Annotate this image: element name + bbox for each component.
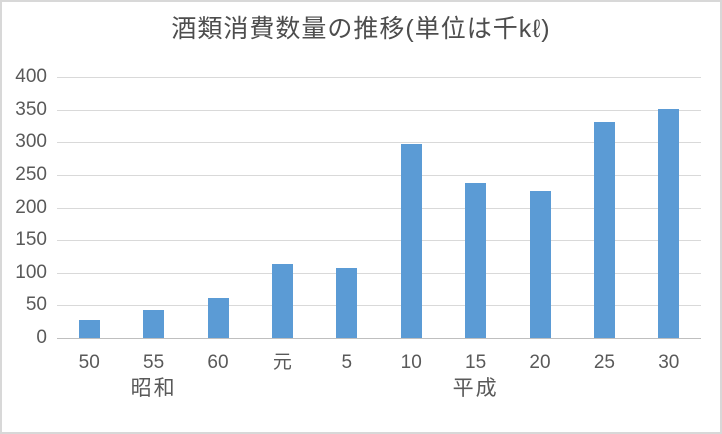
x-tick-label-30: 30 — [658, 352, 680, 373]
gridline-50 — [57, 305, 701, 307]
gridline-400 — [57, 77, 701, 78]
x-tick-label-5: 5 — [341, 352, 353, 373]
bar-5 — [336, 268, 358, 338]
bar-15 — [465, 183, 487, 338]
y-tick-label-0: 0 — [36, 327, 47, 348]
x-tick-label-55: 55 — [143, 352, 165, 373]
x-tick-label-60: 60 — [207, 352, 229, 373]
bar-60 — [207, 297, 229, 338]
x-tick-label-10: 10 — [400, 352, 422, 373]
gridline-100 — [57, 272, 701, 274]
x-axis: 50 55 60 元 5 10 15 20 25 30 — [57, 352, 701, 374]
bar-元 — [271, 264, 293, 338]
era-label-昭和: 昭和 — [130, 377, 177, 400]
bar-20 — [529, 190, 551, 338]
y-tick-label-250: 250 — [15, 163, 47, 185]
y-tick-label-100: 100 — [15, 261, 47, 283]
gridline-300 — [57, 142, 701, 144]
x-tick-label-元: 元 — [272, 352, 292, 373]
plot-area — [57, 77, 701, 339]
y-tick-label-50: 50 — [25, 294, 47, 316]
bar-10 — [400, 143, 422, 338]
gridline-250 — [57, 174, 701, 176]
x-tick-label-20: 20 — [529, 352, 551, 373]
gridline-150 — [57, 240, 701, 242]
bar-30 — [658, 108, 680, 338]
gridline-0 — [57, 338, 701, 339]
era-label-平成: 平成 — [452, 377, 499, 400]
chart-title: 酒類消費数量の推移(単位は千kℓ) — [171, 15, 551, 43]
y-tick-label-200: 200 — [15, 196, 47, 218]
x-tick-label-15: 15 — [465, 352, 487, 373]
bar-55 — [143, 309, 165, 338]
gridline-200 — [57, 207, 701, 209]
y-axis: 400 350 300 250 200 150 100 50 0 — [2, 2, 47, 432]
bar-25 — [593, 122, 615, 338]
gridline-350 — [57, 109, 701, 111]
x-tick-label-25: 25 — [593, 352, 615, 373]
y-tick-label-300: 300 — [15, 131, 47, 153]
y-tick-label-400: 400 — [15, 66, 47, 87]
y-tick-label-150: 150 — [15, 229, 47, 251]
x-tick-label-50: 50 — [78, 352, 100, 373]
y-tick-label-350: 350 — [15, 98, 47, 120]
bar-50 — [78, 320, 100, 338]
